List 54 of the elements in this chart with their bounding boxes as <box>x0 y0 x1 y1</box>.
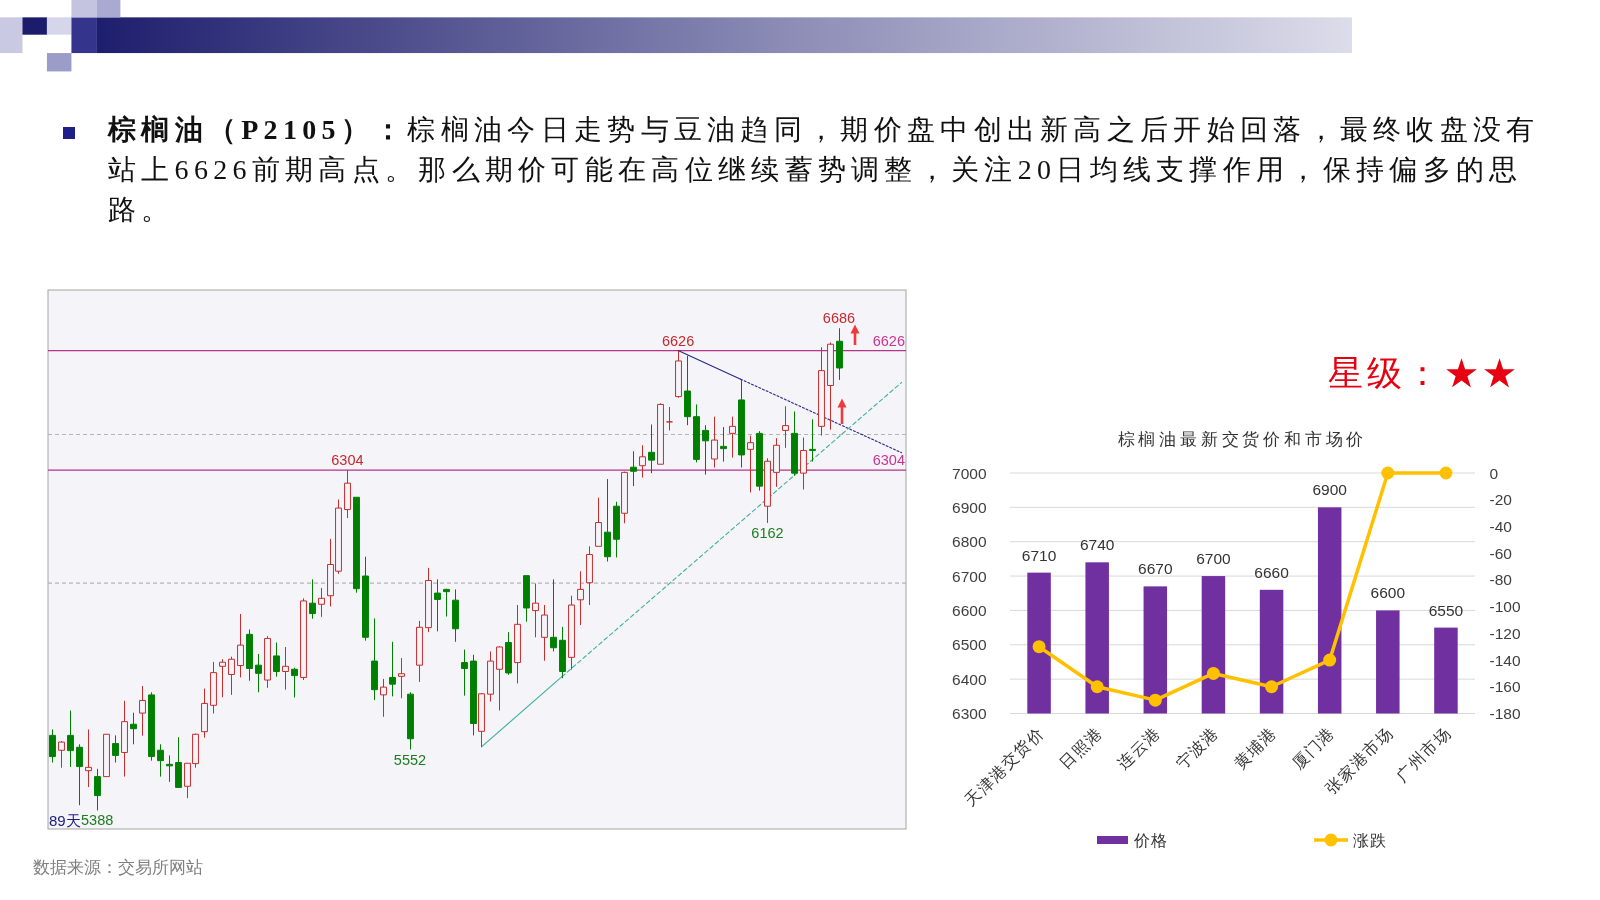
y-tick-label: 6500 <box>952 636 987 654</box>
x-tick-label: 连云港 <box>1114 723 1164 773</box>
text: 星级：★★ <box>1328 354 1521 393</box>
data-label: 6550 <box>1428 601 1464 619</box>
data-label: 6900 <box>1312 481 1348 499</box>
y2-tick-label: -180 <box>1489 705 1521 722</box>
point <box>1265 680 1279 694</box>
point <box>1032 640 1046 654</box>
chart-title: 棕榈油（P2105）：棕榈油今日走势与豆油趋同，期价盘中创出新高之后开始回落，最终收盘没有站上6626前期高点。那么期价可能在高位继续蓄势调整，关注20日均线支撑作用，保持偏多的思路。 <box>108 114 1540 225</box>
source-note: 数据来源：交易所网站 <box>33 858 203 877</box>
y2-tick-label: -60 <box>1489 544 1513 562</box>
point <box>1323 653 1337 667</box>
y2-tick-label: -140 <box>1489 651 1521 669</box>
y2-tick-label: -160 <box>1489 678 1521 696</box>
annotation: 5388 <box>81 812 114 829</box>
data-label: 6700 <box>1196 550 1232 568</box>
annotation: 6686 <box>822 310 856 327</box>
data-label: 6670 <box>1138 560 1173 578</box>
data-label: 6710 <box>1021 546 1057 564</box>
legend-label: 价格 <box>1133 832 1168 849</box>
y-tick-label: 6700 <box>952 567 987 585</box>
data-label: 6600 <box>1370 584 1406 602</box>
y-tick-label: 6800 <box>952 533 987 551</box>
x-tick-label: 厦门港 <box>1288 723 1338 773</box>
y2-tick-label: -100 <box>1489 598 1521 616</box>
point <box>1206 666 1220 680</box>
data-label: 6660 <box>1254 563 1290 581</box>
y2-tick-label: -120 <box>1489 624 1521 642</box>
data-label: 6740 <box>1079 536 1115 554</box>
annotation: 6162 <box>751 524 784 541</box>
point <box>1148 693 1162 707</box>
x-tick-label: 天津港交货价 <box>961 723 1048 810</box>
y-tick-label: 6300 <box>952 705 987 722</box>
y2-tick-label: -80 <box>1489 571 1513 589</box>
point <box>1439 466 1453 480</box>
y-tick-label: 6600 <box>952 601 987 619</box>
annotation: 6304 <box>331 452 364 469</box>
annotation: 5552 <box>393 751 427 768</box>
annotation: 89天 <box>49 812 81 829</box>
point <box>1381 466 1395 480</box>
x-tick-label: 黄埔港 <box>1230 723 1280 773</box>
point <box>1090 680 1104 694</box>
y-tick-label: 7000 <box>952 464 987 482</box>
y-tick-label: 6400 <box>952 670 987 688</box>
x-tick-label: 广州市场 <box>1392 723 1455 785</box>
annotation: 6626 <box>661 332 695 349</box>
y-tick-label: 6900 <box>952 498 987 516</box>
x-tick-label: 日照港 <box>1056 723 1106 773</box>
y2-tick-label: -20 <box>1489 491 1513 509</box>
chart-title: 棕榈油最新交货价和市场价 <box>1117 430 1368 449</box>
x-tick-label: 宁波港 <box>1172 723 1222 773</box>
legend-label: 涨跌 <box>1353 832 1387 849</box>
y2-tick-label: -40 <box>1489 517 1513 535</box>
y2-tick-label: 0 <box>1489 464 1499 482</box>
